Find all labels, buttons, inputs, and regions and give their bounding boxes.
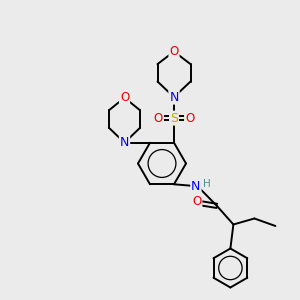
Text: N: N bbox=[120, 136, 129, 149]
Text: O: O bbox=[154, 112, 163, 124]
Text: O: O bbox=[185, 112, 194, 124]
Text: S: S bbox=[170, 112, 178, 124]
Text: N: N bbox=[191, 180, 201, 193]
Text: O: O bbox=[192, 195, 201, 208]
Text: N: N bbox=[169, 91, 179, 103]
Text: O: O bbox=[169, 45, 178, 58]
Text: O: O bbox=[120, 91, 129, 104]
Text: H: H bbox=[202, 179, 210, 189]
